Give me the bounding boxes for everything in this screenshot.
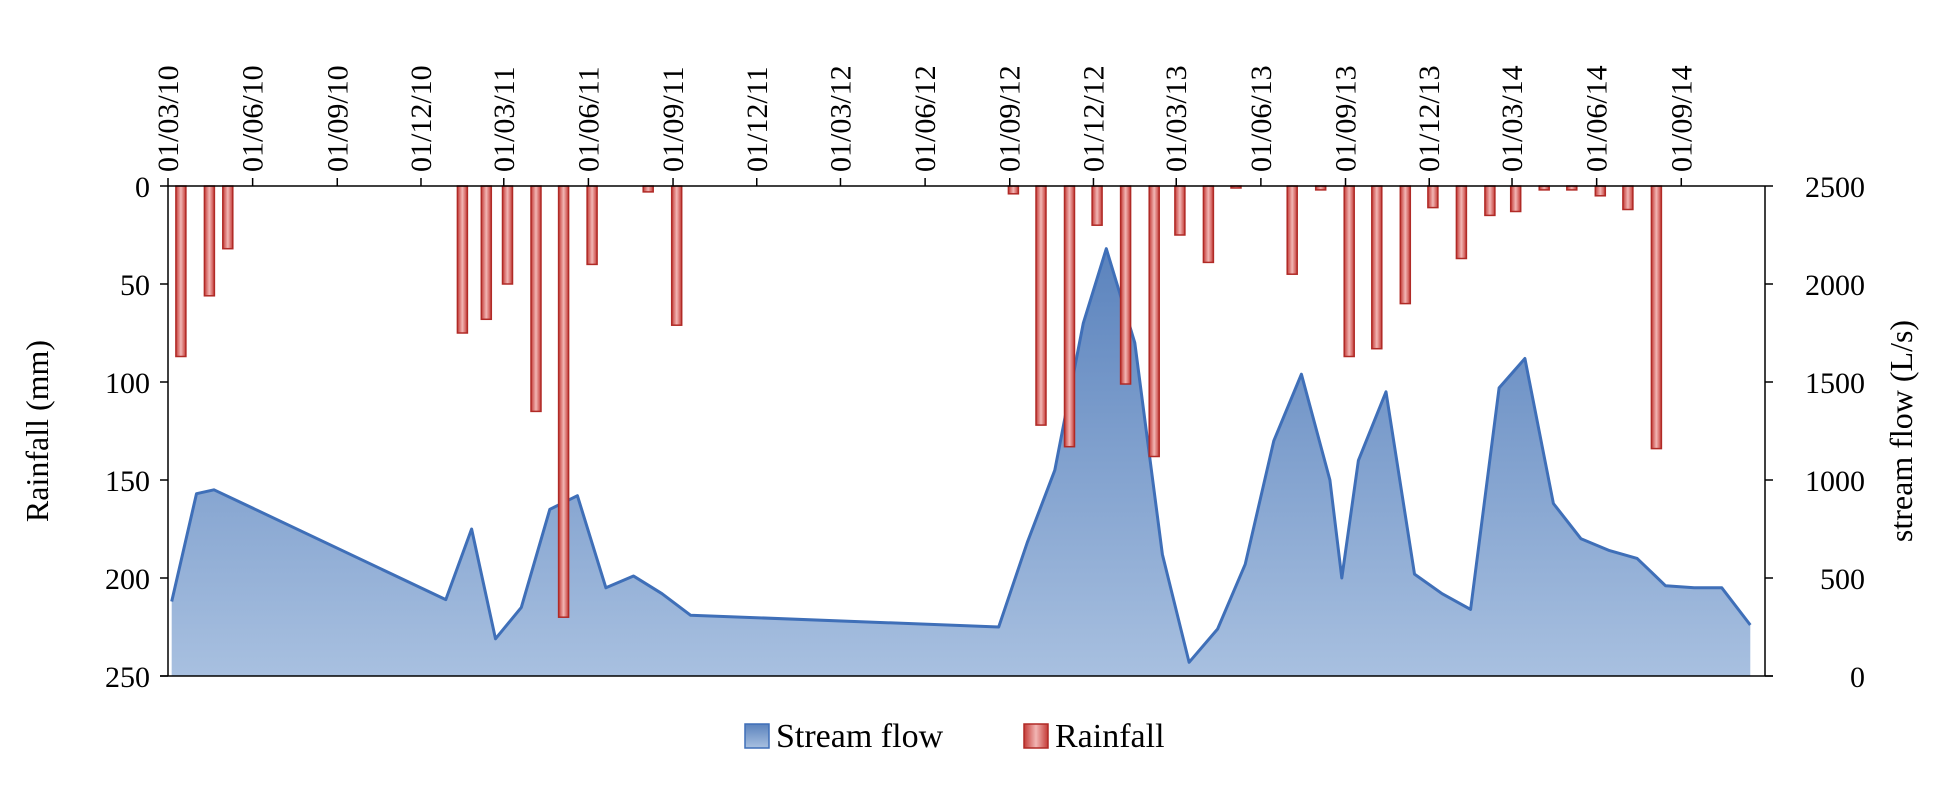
rainfall-bar — [1148, 185, 1160, 458]
legend-label-stream-flow: Stream flow — [776, 718, 944, 755]
x-tick-label: 01/12/11 — [741, 66, 774, 172]
x-tick-label: 01/06/10 — [237, 65, 270, 172]
rainfall-bar — [1399, 185, 1412, 305]
x-tick-label: 01/03/12 — [824, 65, 857, 172]
left-y-axis-title: Rainfall (mm) — [19, 340, 55, 522]
x-tick-label: 01/06/13 — [1245, 65, 1278, 172]
right-y-tick-label: 1000 — [1805, 465, 1865, 498]
x-tick-label: 01/03/11 — [488, 66, 521, 172]
rainfall-bar — [1063, 185, 1076, 448]
rainfall-bar — [586, 185, 598, 266]
rainfall-bar — [1371, 185, 1383, 350]
legend-swatch-rainfall — [1023, 723, 1049, 749]
rainfall-bar — [175, 185, 187, 358]
rainfall-bar — [1007, 185, 1020, 195]
rainfall-bar — [1455, 185, 1468, 260]
rainfall-bar — [670, 185, 683, 326]
left-y-tick-label: 50 — [120, 269, 150, 302]
rainfall-bar — [1622, 185, 1634, 211]
x-tick-label: 01/09/13 — [1330, 65, 1363, 172]
x-tick-label: 01/09/11 — [657, 66, 690, 172]
x-tick-label: 01/09/12 — [994, 65, 1027, 172]
rainfall-bar — [1509, 185, 1522, 213]
right-y-tick-label: 2500 — [1805, 171, 1865, 204]
stream-flow-line — [170, 247, 1752, 664]
x-tick-label: 01/03/13 — [1160, 65, 1193, 172]
x-tick-label: 01/09/10 — [321, 65, 354, 172]
legend-swatch-stream-flow — [744, 723, 770, 749]
x-tick-label: 01/06/12 — [909, 65, 942, 172]
legend-label-rainfall: Rainfall — [1055, 718, 1165, 755]
x-tick-label: 01/06/11 — [572, 66, 605, 172]
rainfall-bar — [501, 185, 514, 285]
rainfall-bar — [1427, 185, 1439, 209]
rainfall-bar — [1119, 185, 1132, 385]
plot-area — [170, 185, 1752, 676]
rainfall-bar — [203, 185, 216, 297]
right-y-tick-label: 0 — [1850, 661, 1865, 694]
rainfall-bar — [1594, 185, 1607, 197]
rainfall-bar — [1343, 185, 1355, 358]
rainfall-bar — [1286, 185, 1298, 275]
rainfall-bar — [1202, 185, 1215, 264]
x-tick-label: 01/12/10 — [405, 65, 438, 172]
left-y-tick-label: 150 — [105, 465, 150, 498]
x-tick-label: 01/09/14 — [1665, 65, 1698, 172]
x-tick-label: 01/06/14 — [1581, 65, 1614, 172]
rainfall-bar — [642, 185, 654, 193]
rainfall-bar — [1650, 185, 1663, 450]
rainfall-bar — [456, 185, 469, 334]
rainfall-bar — [1035, 185, 1047, 426]
left-y-tick-label: 250 — [105, 661, 150, 694]
right-y-tick-label: 500 — [1820, 563, 1865, 596]
right-y-tick-label: 1500 — [1805, 367, 1865, 400]
rainfall-bar — [480, 185, 493, 321]
rainfall-bar — [530, 185, 542, 413]
rainfall-bar — [1484, 185, 1496, 217]
left-y-tick-label: 0 — [135, 171, 150, 204]
x-tick-label: 01/03/10 — [152, 65, 185, 172]
axes: 01/03/10 01/06/10 01/09/10 01/12/10 01/03/11… — [19, 65, 1919, 694]
left-y-tick-label: 200 — [105, 563, 150, 596]
x-tick-label: 01/03/14 — [1496, 65, 1529, 172]
rainfall-bar — [557, 185, 570, 618]
x-tick-label: 01/12/12 — [1077, 65, 1110, 172]
rainfall-bar — [1174, 185, 1186, 236]
right-y-tick-label: 2000 — [1805, 269, 1865, 302]
stream-flow-area — [171, 248, 1751, 676]
rainfall-bar — [1091, 185, 1103, 226]
left-y-tick-label: 100 — [105, 367, 150, 400]
right-y-axis-title: stream flow (L/s) — [1883, 320, 1919, 542]
rainfall-bar — [222, 185, 234, 250]
legend: Stream flow Rainfall — [744, 718, 1165, 755]
x-tick-label: 01/12/13 — [1413, 65, 1446, 172]
